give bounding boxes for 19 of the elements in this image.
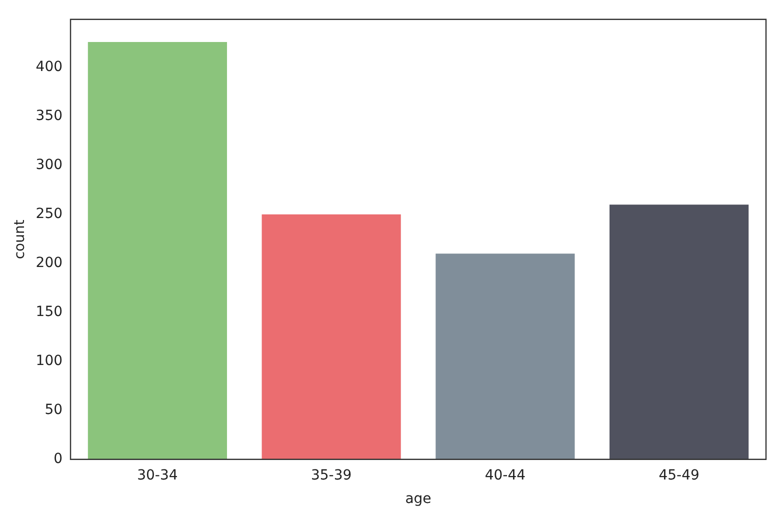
y-tick-label: 100 [36, 353, 63, 370]
x-tick-label: 35-39 [310, 467, 352, 484]
x-tick-label: 45-49 [658, 467, 700, 484]
y-tick-label: 200 [36, 255, 63, 272]
x-tick-label: 30-34 [137, 467, 178, 484]
x-tick-label: 40-44 [484, 467, 526, 484]
y-tick-label: 250 [36, 206, 63, 222]
y-tick-label: 150 [36, 304, 63, 320]
bar [88, 42, 228, 460]
bar [436, 254, 575, 460]
y-tick-label: 350 [36, 108, 63, 124]
x-axis-title: age [405, 491, 432, 508]
y-tick-label: 50 [44, 402, 63, 418]
bar [262, 214, 401, 460]
y-tick-label: 0 [54, 451, 63, 468]
bar [610, 204, 749, 460]
y-axis-title: count [12, 219, 28, 260]
y-tick-label: 400 [36, 59, 63, 76]
y-tick-label: 300 [36, 157, 63, 174]
